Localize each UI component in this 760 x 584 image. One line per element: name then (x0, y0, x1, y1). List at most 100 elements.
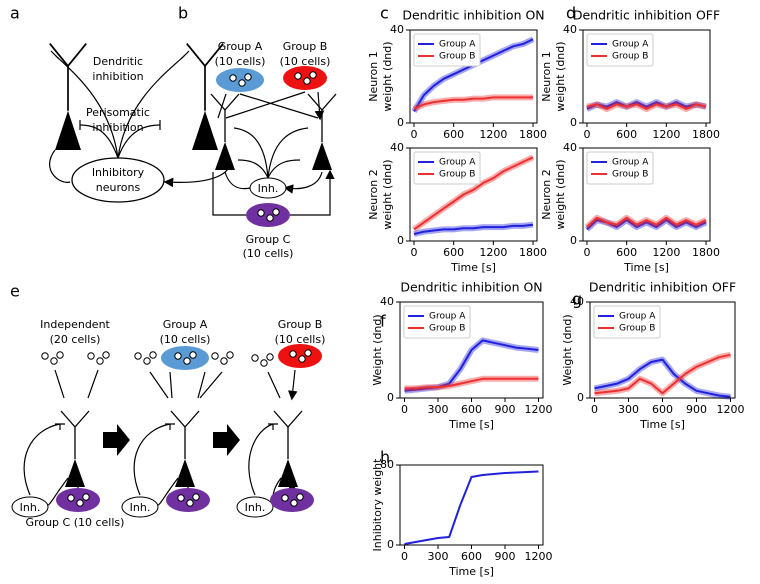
series-line (586, 103, 707, 110)
x-tick-label: 900 (686, 403, 707, 416)
synapse-bars (55, 423, 278, 430)
x-tick-label: 1200 (479, 128, 507, 141)
x-tick-label: 1200 (652, 128, 680, 141)
y-tick-label: 0 (387, 391, 394, 404)
label: Perisomatic (86, 106, 150, 119)
y-tick-label: 0 (570, 234, 577, 247)
diagram-e: Independent (20 cells) Group A (10 cells… (11, 318, 325, 529)
neuron (60, 410, 90, 488)
series-line (413, 156, 534, 231)
label: Independent (40, 318, 110, 331)
axes-frame (409, 147, 538, 242)
x-tick-label: 600 (652, 403, 673, 416)
label: (10 cells) (215, 55, 266, 68)
x-axis-label: Time [s] (623, 261, 669, 274)
legend-label: Group B (429, 324, 465, 334)
y-axis-label: Inhibitory weight (371, 458, 384, 552)
cells (87, 351, 110, 365)
panel-label: f (380, 312, 386, 331)
line-chart: Dendritic inhibition ON Time [s] Weight (d… (371, 280, 553, 432)
legend-label: Group B (612, 52, 648, 62)
axes-frame (582, 147, 711, 242)
axes-frame (399, 464, 544, 546)
label: Group C (10 cells) (26, 516, 125, 529)
legend-label: Group A (439, 40, 476, 50)
x-tick-label: 1200 (525, 403, 553, 416)
line-chart: Dendritic inhibition ON Neuron 1 weight (d… (367, 8, 547, 142)
neuron (210, 93, 240, 171)
chart-title: Dendritic inhibition ON (402, 8, 544, 23)
chart-title: Dendritic inhibition ON (400, 280, 542, 295)
legend-box (413, 151, 481, 185)
diagram-b: Group A (10 cells) Group B (10 cells) In… (210, 40, 337, 260)
label: Inh. (258, 182, 279, 195)
x-tick-label: 1200 (525, 550, 553, 563)
x-tick-label: 300 (427, 403, 448, 416)
y-axis-label: Neuron 1 (540, 51, 553, 101)
inhibitory-connections (233, 127, 309, 179)
label: (10 cells) (243, 247, 294, 260)
label: Inh. (245, 501, 266, 514)
y-axis-label: weight (dnd) (381, 159, 394, 229)
label: neurons (96, 181, 141, 194)
label: Group C (246, 233, 291, 246)
x-tick-label: 1200 (716, 403, 744, 416)
label: Inh. (20, 501, 41, 514)
diagram-a: Dendritic inhibition Perisomatic inhibit… (48, 42, 231, 203)
y-axis-label: Weight (dnd) (371, 314, 384, 385)
axes-frame (399, 301, 544, 399)
input-arrows (217, 91, 320, 118)
legend-label: Group A (429, 312, 466, 322)
legend-box (586, 151, 654, 185)
legend-label: Group B (439, 52, 475, 62)
y-tick-label: 0 (387, 538, 394, 551)
panel-label: c (380, 4, 389, 23)
series-line (586, 101, 707, 110)
label: (20 cells) (50, 333, 101, 346)
chart-title: Dendritic inhibition OFF (589, 280, 736, 295)
line-chart: Time [s]Neuron 2 weight (dnd)0 600 1200 1800… (540, 141, 720, 274)
series-line (594, 358, 731, 398)
x-tick-label: 900 (495, 403, 516, 416)
y-axis-label: Weight (dnd) (561, 314, 574, 385)
x-tick-label: 1200 (652, 246, 680, 259)
neuron (273, 410, 303, 488)
step-arrow (103, 424, 130, 456)
legend-label: Group B (612, 170, 648, 180)
step-arrow (213, 424, 240, 456)
y-axis-label: Neuron 2 (367, 169, 380, 219)
y-tick-label: 40 (390, 23, 404, 36)
series-line (413, 223, 534, 235)
legend-label: Group A (439, 158, 476, 168)
input-arrows (212, 172, 330, 216)
label: Dendritic (93, 55, 143, 68)
x-tick-label: 1800 (692, 128, 720, 141)
y-tick-label: 40 (390, 141, 404, 154)
legend-label: Group A (612, 158, 649, 168)
input-arrows (54, 369, 295, 398)
label: Group A (218, 40, 263, 53)
label: Group B (278, 318, 323, 331)
panel-label: g (572, 290, 582, 309)
legend-box (403, 305, 471, 339)
label: inhibition (92, 121, 143, 134)
x-tick-label: 0 (401, 550, 408, 563)
synapse-bars (50, 50, 190, 130)
panel-label: h (380, 448, 390, 467)
label: Group B (283, 40, 328, 53)
series-line (594, 353, 731, 395)
neuron (307, 93, 337, 171)
inh-ellipse (249, 177, 287, 199)
panel-label: e (10, 282, 20, 301)
inh-ellipse (11, 496, 49, 518)
chart-title: Dendritic inhibition OFF (573, 8, 720, 23)
legend-box (413, 33, 481, 67)
cells (134, 351, 157, 365)
inh-ellipse (236, 496, 274, 518)
x-axis-label: Time [s] (639, 418, 685, 431)
axes-frame (582, 29, 711, 124)
x-tick-label: 0 (591, 403, 598, 416)
x-tick-label: 0 (401, 403, 408, 416)
